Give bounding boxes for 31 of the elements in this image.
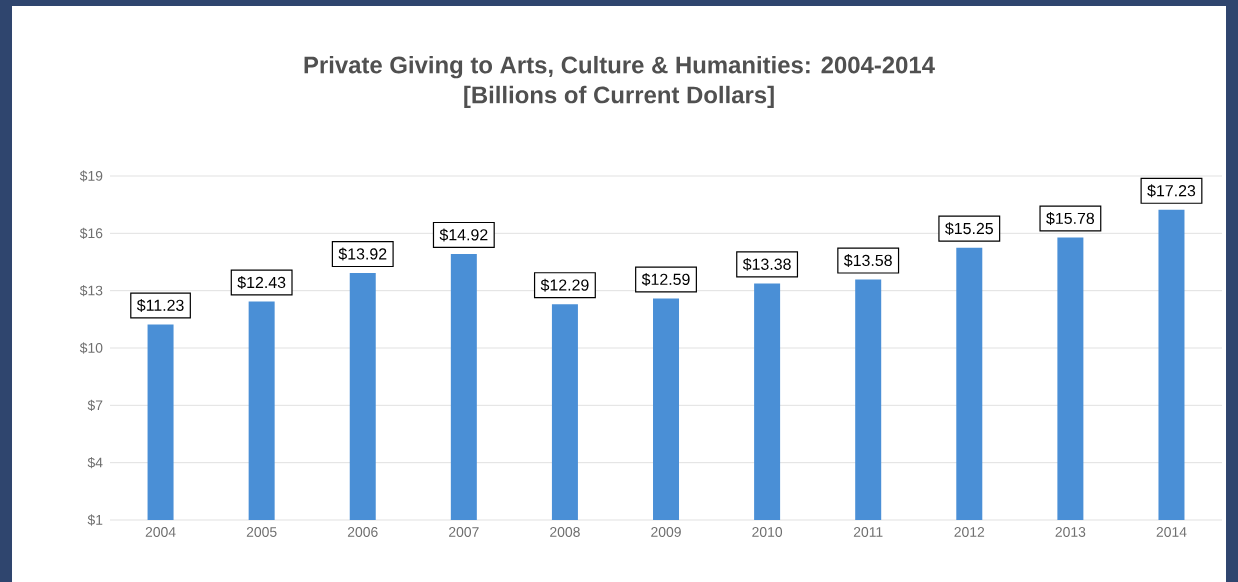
data-label: $12.43 [237, 276, 286, 289]
y-tick-label: $13 [79, 285, 103, 297]
x-tick-label: 2004 [145, 527, 176, 537]
x-tick-label: 2014 [1156, 527, 1187, 537]
chart-subtitle: [Billions of Current Dollars] [464, 85, 774, 109]
data-label: $13.92 [338, 247, 387, 261]
data-label: $13.38 [742, 257, 791, 271]
x-tick-label: 2005 [246, 527, 277, 537]
y-tick-label: $16 [79, 227, 103, 239]
y-tick-label: $1 [87, 514, 103, 526]
x-tick-label: 2006 [347, 527, 378, 537]
x-tick-label: 2013 [1055, 527, 1086, 537]
y-tick-label: $10 [79, 342, 103, 354]
x-tick-label: 2007 [449, 527, 479, 537]
y-tick-label: $19 [79, 170, 103, 182]
x-tick-label: 2008 [550, 527, 580, 537]
x-tick-label: 2010 [752, 527, 783, 537]
x-tick-label: 2011 [853, 527, 883, 537]
chart-title: Private Giving to Arts, Culture & Humanities: 2004-2014 [304, 55, 935, 79]
data-label: $17.23 [1147, 184, 1196, 198]
data-label: $15.25 [945, 222, 993, 236]
x-tick-label: 2009 [651, 527, 681, 537]
data-label: $11.23 [136, 299, 184, 312]
data-label: $12.59 [641, 273, 690, 286]
data-label: $12.29 [540, 278, 589, 292]
y-tick-label: $7 [87, 399, 103, 411]
data-label: $15.78 [1046, 212, 1095, 225]
x-tick-label: 2012 [954, 527, 985, 537]
data-label: $14.92 [439, 228, 488, 242]
y-tick-label: $4 [87, 457, 103, 469]
data-label: $13.58 [843, 254, 892, 267]
